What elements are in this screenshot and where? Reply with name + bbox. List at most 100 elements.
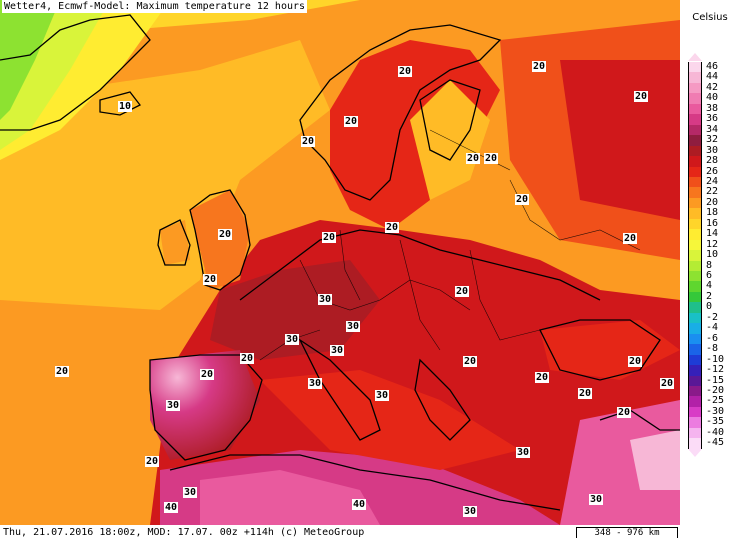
- isotherm-label: 20: [344, 116, 359, 127]
- legend-label: 30: [706, 144, 719, 156]
- legend-item: -15: [688, 374, 740, 387]
- legend-item: 10: [688, 249, 740, 261]
- legend-swatch: [688, 187, 702, 198]
- isotherm-label: 20: [466, 153, 481, 164]
- legend-label: -2: [706, 311, 719, 323]
- legend-label: 8: [706, 259, 713, 271]
- greenland-darkgreen: [0, 0, 60, 120]
- legend-swatch: [688, 103, 702, 115]
- legend-label: -30: [706, 405, 725, 417]
- map-canvas: [0, 0, 680, 525]
- legend-label: 26: [706, 165, 719, 177]
- temperature-legend: Celsius 46 44 42 40 38 36 34 32 30 28 26 24 22 20 18 16…: [680, 0, 740, 525]
- legend-item: 24: [688, 176, 740, 188]
- legend-item: 14: [688, 228, 740, 240]
- isotherm-label: 20: [200, 369, 215, 380]
- isotherm-label: 30: [183, 487, 198, 498]
- legend-item: 34: [688, 124, 740, 136]
- legend-label: 14: [706, 228, 719, 240]
- isotherm-label: 30: [285, 334, 300, 345]
- legend-swatch: [688, 208, 702, 219]
- legend-swatch: [688, 260, 702, 272]
- legend-max-arrow-icon: [688, 53, 702, 61]
- legend-swatch: [688, 312, 702, 324]
- isotherm-label: 30: [308, 378, 323, 389]
- legend-item: -20: [688, 385, 740, 397]
- legend-swatch: [688, 302, 702, 313]
- legend-label: 32: [706, 134, 719, 146]
- legend-label: 0: [706, 301, 713, 313]
- legend-item: 26: [688, 165, 740, 178]
- legend-label: 6: [706, 270, 713, 281]
- legend-swatch: [688, 218, 702, 230]
- legend-swatch: [688, 406, 702, 418]
- legend-label: 42: [706, 81, 719, 93]
- legend-swatch: [688, 417, 702, 428]
- isotherm-label: 20: [322, 232, 337, 243]
- legend-swatch: [688, 156, 702, 167]
- legend-label: -12: [706, 364, 725, 376]
- legend-swatch: [688, 166, 702, 178]
- isotherm-label: 40: [164, 502, 179, 513]
- isotherm-label: 20: [455, 286, 470, 297]
- isotherm-label: 20: [484, 153, 499, 164]
- isotherm-label: 20: [55, 366, 70, 377]
- legend-swatch: [688, 229, 702, 240]
- isotherm-label: 30: [375, 390, 390, 401]
- legend-swatch: [688, 250, 702, 261]
- legend-label: 16: [706, 217, 719, 229]
- legend-label: -45: [706, 437, 725, 449]
- legend-item: 18: [688, 207, 740, 219]
- legend-item: 28: [688, 155, 740, 167]
- legend-label: -10: [706, 353, 725, 365]
- legend-item: 2: [688, 291, 740, 303]
- isotherm-label: 20: [634, 91, 649, 102]
- ireland-orange: [160, 220, 190, 265]
- isotherm-label: 20: [578, 388, 593, 399]
- legend-swatch: [688, 82, 702, 94]
- isotherm-label: 20: [628, 356, 643, 367]
- isotherm-label: 20: [623, 233, 638, 244]
- legend-item: -10: [688, 353, 740, 366]
- legend-item: 30: [688, 144, 740, 157]
- legend-swatch: [688, 438, 702, 449]
- legend-item: 40: [688, 92, 740, 104]
- legend-min-arrow-icon: [688, 448, 702, 457]
- isotherm-label: 30: [589, 494, 604, 505]
- legend-swatch: [688, 291, 702, 303]
- legend-label: 36: [706, 113, 719, 125]
- legend-swatch: [688, 375, 702, 387]
- isotherm-label: 20: [515, 194, 530, 205]
- legend-label: 44: [706, 71, 719, 83]
- legend-swatch: [688, 145, 702, 157]
- legend-swatch: [688, 365, 702, 376]
- legend-unit: Celsius: [692, 12, 728, 23]
- legend-label: 28: [706, 155, 719, 167]
- legend-item: -35: [688, 416, 740, 428]
- legend-swatch: [688, 114, 702, 125]
- legend-label: -15: [706, 374, 725, 386]
- legend-label: -35: [706, 416, 725, 428]
- black-sea-red: [540, 320, 680, 380]
- legend-label: -25: [706, 395, 725, 407]
- legend-swatch: [688, 271, 702, 282]
- isotherm-label: 30: [318, 294, 333, 305]
- scale-bar: 348 - 976 km: [576, 527, 678, 538]
- legend-item: 6: [688, 270, 740, 282]
- middle-east-hot: [560, 400, 680, 525]
- footer-info: Thu, 21.07.2016 18:00z, MOD: 17.07. 00z …: [3, 527, 365, 538]
- legend-item: -45: [688, 437, 740, 449]
- legend-swatch: [688, 176, 702, 188]
- legend-item: 38: [688, 103, 740, 115]
- isotherm-label: 20: [145, 456, 160, 467]
- legend-swatch: [688, 323, 702, 334]
- legend-item: -12: [688, 364, 740, 376]
- legend-swatch: [688, 281, 702, 293]
- legend-label: 20: [706, 196, 719, 208]
- temperature-map: [0, 0, 680, 525]
- mediterranean-red: [260, 370, 520, 470]
- legend-item: -6: [688, 333, 740, 345]
- map-title: Wetter4, Ecmwf-Model: Maximum temperatur…: [2, 0, 308, 13]
- atlantic-sw: [0, 300, 170, 525]
- iberia-hot: [150, 350, 260, 460]
